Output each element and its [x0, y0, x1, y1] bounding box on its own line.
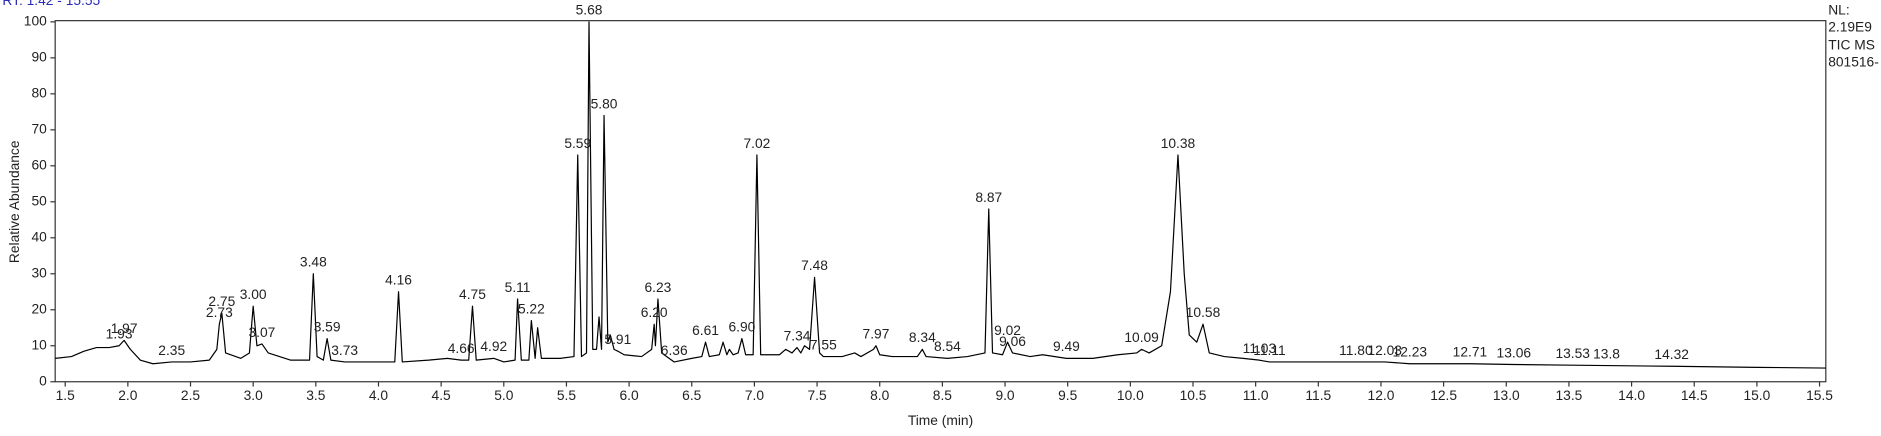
- peak-label: 7.97: [863, 327, 890, 342]
- peak-label: 5.91: [604, 332, 631, 347]
- peak-label: 6.23: [645, 280, 672, 295]
- peak-label: 9.49: [1053, 339, 1080, 354]
- peak-label: 11.03: [1243, 341, 1277, 356]
- peak-label: 14.32: [1654, 347, 1689, 362]
- peak-label: 1.97: [111, 321, 138, 336]
- peak-label: 6.90: [728, 319, 755, 334]
- info-line: TIC MS: [1828, 37, 1875, 52]
- peak-label: 7.55: [810, 337, 837, 352]
- y-axis-label: Relative Abundance: [7, 140, 22, 263]
- peak-label: 8.54: [934, 339, 961, 354]
- peak-label: 13.8: [1593, 346, 1620, 361]
- peak-label: 13.53: [1555, 346, 1590, 361]
- peak-label: 5.68: [576, 3, 603, 18]
- x-tick-label: 5.0: [494, 388, 513, 403]
- x-tick-label: 14.5: [1681, 388, 1708, 403]
- peak-label: 8.34: [909, 330, 936, 345]
- y-tick-label: 40: [31, 229, 47, 244]
- peak-label: 4.66: [448, 341, 475, 356]
- x-tick-label: 6.5: [682, 388, 701, 403]
- peak-label: 5.80: [591, 96, 618, 111]
- x-tick-label: 9.0: [995, 388, 1014, 403]
- x-tick-label: 3.5: [306, 388, 325, 403]
- x-tick-label: 15.5: [1806, 388, 1833, 403]
- peak-label: 6.61: [692, 323, 719, 338]
- peak-label: 6.20: [641, 305, 668, 320]
- y-tick-label: 100: [24, 14, 47, 29]
- peak-label: 5.22: [518, 301, 545, 316]
- peak-label: 5.59: [564, 136, 591, 151]
- peak-label: 3.73: [331, 343, 358, 358]
- x-tick-label: 2.0: [118, 388, 137, 403]
- info-line: 2.19E9: [1828, 20, 1872, 35]
- x-tick-label: 9.5: [1058, 388, 1077, 403]
- x-tick-label: 3.0: [244, 388, 263, 403]
- y-tick-label: 90: [31, 49, 47, 64]
- peak-label: 7.48: [801, 258, 828, 273]
- peak-label: 3.48: [300, 255, 327, 270]
- x-tick-label: 12.0: [1368, 388, 1395, 403]
- peak-label: 3.00: [240, 287, 267, 302]
- x-tick-label: 10.5: [1180, 388, 1207, 403]
- peak-label: 12.23: [1393, 345, 1428, 360]
- info-line: 801516-: [1828, 54, 1879, 69]
- peak-label: 8.87: [975, 190, 1002, 205]
- x-tick-label: 6.0: [620, 388, 639, 403]
- peak-label: 13.06: [1497, 345, 1532, 360]
- x-tick-label: 1.5: [56, 388, 75, 403]
- peak-label: 6.36: [661, 343, 688, 358]
- x-tick-label: 14.0: [1618, 388, 1645, 403]
- x-tick-label: 5.5: [557, 388, 576, 403]
- x-tick-label: 11.0: [1243, 388, 1269, 403]
- peak-label: 7.02: [744, 136, 771, 151]
- y-tick-label: 10: [31, 337, 47, 352]
- peak-label: 7.34: [784, 328, 811, 343]
- peak-label: 10.38: [1161, 136, 1196, 151]
- peak-label: 3.07: [249, 325, 276, 340]
- x-tick-label: 7.0: [745, 388, 764, 403]
- peak-label: 2.35: [158, 343, 185, 358]
- x-tick-label: 15.0: [1743, 388, 1770, 403]
- y-tick-label: 50: [31, 193, 47, 208]
- peak-label: 4.92: [480, 339, 507, 354]
- x-tick-label: 12.5: [1430, 388, 1457, 403]
- info-line: NL:: [1828, 3, 1849, 18]
- y-tick-label: 60: [31, 157, 47, 172]
- x-tick-label: 4.0: [369, 388, 388, 403]
- x-tick-label: 7.5: [807, 388, 826, 403]
- peak-label: 4.75: [459, 287, 486, 302]
- peak-label: 9.02: [994, 323, 1021, 338]
- peak-label: 12.71: [1453, 345, 1488, 360]
- peak-label: 10.09: [1124, 330, 1159, 345]
- y-tick-label: 0: [39, 373, 47, 388]
- x-tick-label: 4.5: [432, 388, 451, 403]
- x-axis-label: Time (min): [908, 413, 973, 428]
- peak-label: 2.75: [208, 294, 235, 309]
- y-tick-label: 30: [31, 265, 47, 280]
- x-tick-label: 13.5: [1556, 388, 1583, 403]
- peak-label: 5.11: [505, 280, 531, 295]
- peak-label: 2.73: [206, 305, 233, 320]
- peak-label: 12.03: [1367, 343, 1402, 358]
- x-tick-label: 10.0: [1117, 388, 1144, 403]
- y-tick-label: 20: [31, 301, 47, 316]
- peak-label: 11.11: [1253, 343, 1285, 358]
- peak-label: 1.93: [106, 327, 133, 342]
- y-tick-label: 80: [31, 85, 47, 100]
- peak-label: 11.80: [1339, 343, 1373, 358]
- trace: [55, 21, 1826, 369]
- x-tick-label: 13.0: [1493, 388, 1520, 403]
- peak-label: 9.06: [999, 334, 1026, 349]
- y-tick-label: 70: [31, 121, 47, 136]
- range-header: RT: 1.42 - 15.55: [2, 0, 100, 8]
- peak-label: 4.16: [385, 273, 412, 288]
- peak-label: 3.59: [314, 319, 341, 334]
- x-tick-label: 8.0: [870, 388, 889, 403]
- peak-label: 10.58: [1186, 305, 1221, 320]
- x-tick-label: 8.5: [933, 388, 952, 403]
- x-tick-label: 2.5: [181, 388, 200, 403]
- x-tick-label: 11.5: [1305, 388, 1331, 403]
